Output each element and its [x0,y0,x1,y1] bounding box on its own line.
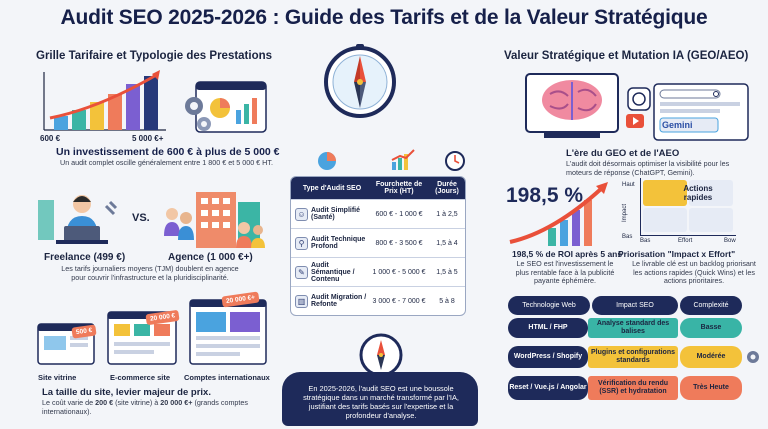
matrix-bas-x: Bas [640,238,651,244]
complexity-header: Complexité [680,296,742,315]
site-type-international: Comptes internationaux [184,373,270,382]
impact-html: Analyse standard des balises [588,318,678,338]
matrix-impact-label: Impact [622,203,629,223]
size-text: Le coût varie de 200 € (site vitrine) à … [42,398,249,416]
geo-text: L'audit doit désormais optimiser la visi… [566,159,730,177]
matrix-bas: Bas [622,234,633,240]
tjm-text: Les tarifs journaliers moyens (TJM) doub… [61,264,239,282]
header-price: Fourchette de Prix (HT) [375,181,423,195]
matrix-effort-label: Effort [678,238,693,244]
freelance-label: Freelance (499 €) [44,252,126,263]
agency-illustration [164,192,265,248]
roi-title: 198,5 % de ROI après 5 ans [512,249,623,259]
impact-js-frameworks: Vérification du rendu (SSR) et hydratati… [588,376,678,400]
trend-chart-icon [391,149,415,170]
complexity-wordpress: Modérée [680,346,742,368]
compass-icon [324,44,396,118]
user-icon: ☺ [295,207,308,221]
center-caption: En 2025-2026, l'audit SEO est une bousso… [303,384,459,420]
table-row: ☺ Audit Simplifié (Santé) 600 € - 1 000 €… [291,199,465,228]
quadrant [689,208,733,232]
right-section-title: Valeur Stratégique et Mutation IA (GEO/A… [504,50,749,62]
gemini-label: Gemini [662,120,693,130]
quadrant [689,180,733,206]
left-section-title: Grille Tarifaire et Typologie des Presta… [36,50,273,62]
table-row: ✎ Audit Sémantique / Contenu 1 000 € - 5 … [291,257,465,286]
prio-title: Priorisation "Impact x Effort" [618,249,736,259]
tech-header: Technologie Web [508,296,590,315]
impact-wordpress: Plugins et configurations standards [588,346,678,368]
page-title: Audit SEO 2025-2026 : Guide des Tarifs e… [60,6,708,29]
site-type-vitrine: Site vitrine [38,373,77,382]
tech-wordpress: WordPress / Shopify [508,346,588,368]
header-duration: Durée (Jours) [435,181,459,195]
impact-effort-matrix [640,178,736,236]
site-size-illustration [37,299,267,365]
quadrant [643,208,687,232]
tech-html: HTML / FHP [508,318,588,338]
size-headline: La taille du site, levier majeur de prix… [42,387,211,398]
vs-label: VS. [132,212,150,224]
impact-header: Impact SEO [592,296,678,315]
investment-subline: Un audit complet oscille généralement en… [60,158,273,167]
gear-icon [747,351,759,363]
agency-label: Agence (1 000 €+) [168,252,253,263]
tech-js-frameworks: Reset / Vue.js / Angolar [508,376,588,400]
roi-text: Le SEO est l'investissement le plus rent… [515,259,615,286]
audit-type-table: Type d'Audit SEO Fourchette de Prix (HT)… [290,176,466,316]
axis-high-label: 5 000 €+ [132,134,164,143]
site-type-ecommerce: E-commerce site [110,373,171,382]
header-type: Type d'Audit SEO [302,184,362,192]
clock-icon [445,151,465,171]
quick-wins-quadrant [643,180,687,206]
complexity-js-frameworks: Très Heute [680,376,742,400]
matrix-haut: Haut [622,182,635,188]
price-growth-illustration [43,70,166,131]
ai-brain-illustration [525,73,749,141]
quick-actions-label: Actions rapides [683,184,713,202]
axis-low-label: 600 € [40,134,61,143]
table-row: ▥ Audit Migration / Refonte 3 000 € - 7 0… [291,286,465,315]
magnifier-icon: ⚲ [295,236,308,250]
document-icon: ✎ [295,265,308,279]
matrix-bow: Bow [724,238,736,244]
caption-box [282,372,478,426]
bar-chart-icon: ▥ [295,294,308,308]
complexity-html: Basse [680,318,742,338]
roi-big-number: 198,5 % [506,184,584,207]
table-row: ⚲ Audit Technique Profond 800 € - 3 500 €… [291,228,465,257]
pie-chart-icon [318,152,336,170]
roi-growth-chart [509,182,608,246]
investment-headline: Un investissement de 600 € à plus de 5 0… [56,146,280,158]
dashboard-icon [185,81,267,133]
geo-title: L'ère du GEO et de l'AEO [566,148,680,159]
freelance-illustration [38,195,118,244]
audit-table-header: Type d'Audit SEO Fourchette de Prix (HT)… [291,177,465,199]
prio-text: Le livrable clé est un backlog priorisan… [632,259,756,286]
